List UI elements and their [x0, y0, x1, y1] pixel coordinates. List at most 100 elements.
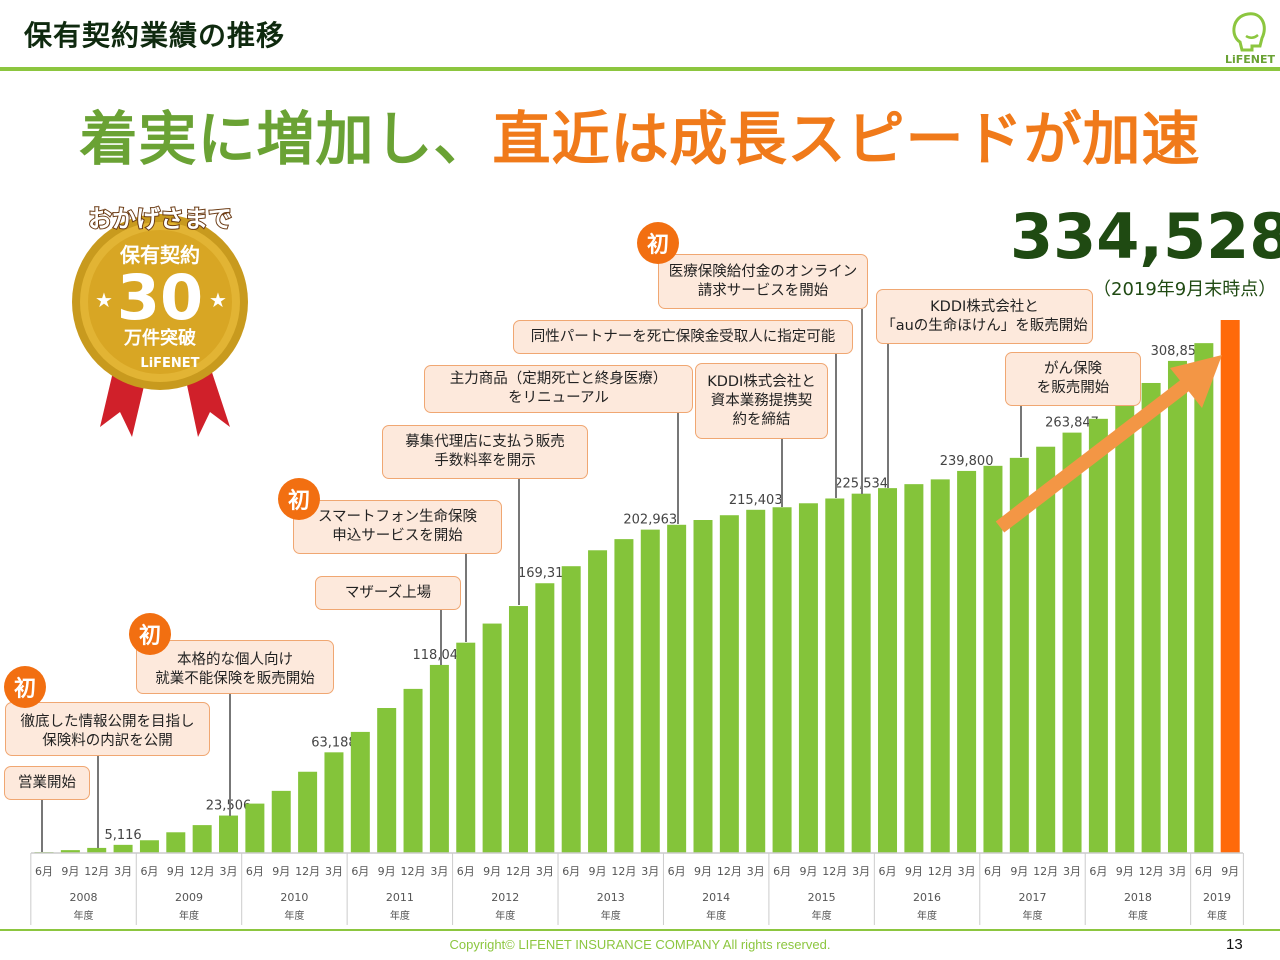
- month-tick-label: 3月: [536, 865, 554, 878]
- year-label: 2018: [1124, 891, 1152, 904]
- leader-line: [465, 554, 467, 642]
- leader-line: [229, 694, 231, 816]
- month-tick-label: 9月: [589, 865, 607, 878]
- header-divider: [0, 67, 1280, 71]
- medal-line1: 保有契約: [119, 243, 200, 267]
- data-label: 239,800: [940, 454, 994, 469]
- milestone-medal: おかげさまで 保有契約 30 ★ ★ 万件突破 LiFENET: [72, 204, 248, 437]
- month-tick-label: 6月: [984, 865, 1002, 878]
- month-tick-label: 12月: [190, 865, 215, 878]
- month-tick-label: 9月: [483, 865, 501, 878]
- data-label: 169,312: [518, 566, 572, 581]
- month-tick-label: 3月: [958, 865, 976, 878]
- year-label: 2009: [175, 891, 203, 904]
- bar: [930, 479, 950, 853]
- as-of-date: （2019年9月末時点）: [1093, 279, 1277, 300]
- month-tick-label: 12月: [506, 865, 531, 878]
- month-tick-label: 9月: [378, 865, 396, 878]
- month-tick-label: 12月: [1033, 865, 1058, 878]
- bar: [456, 642, 476, 853]
- year-label: 2010: [280, 891, 308, 904]
- bar: [482, 623, 502, 853]
- bar: [219, 815, 239, 853]
- month-tick-label: 3月: [1063, 865, 1081, 878]
- data-label: 202,963: [623, 513, 677, 528]
- bar: [851, 493, 871, 853]
- footer-divider: [0, 929, 1280, 931]
- callout-premium-breakdown: 徹底した情報公開を目指し 保険料の内訳を公開: [5, 702, 210, 756]
- bar: [350, 731, 370, 853]
- month-tick-label: 6月: [246, 865, 264, 878]
- first-badge: 初: [637, 222, 679, 264]
- year-sub-label: 年度: [284, 909, 304, 922]
- bar: [245, 803, 265, 853]
- bar: [429, 664, 449, 853]
- year-sub-label: 年度: [74, 909, 94, 922]
- first-badge: 初: [278, 478, 320, 520]
- bar: [719, 515, 739, 853]
- callout-disability-insurance: 本格的な個人向け 就業不能保険を販売開始: [136, 640, 334, 694]
- month-tick-label: 3月: [430, 865, 448, 878]
- month-tick-label: 3月: [852, 865, 870, 878]
- trend-arrow-head-icon: [1170, 355, 1222, 408]
- bar: [1036, 446, 1056, 853]
- medal-top-text: おかげさまで: [88, 205, 232, 233]
- bar: [825, 498, 845, 853]
- bar: [324, 752, 344, 853]
- callout-kddi-alliance: KDDI株式会社と 資本業務提携契 約を締結: [695, 363, 828, 439]
- year-label: 2019: [1203, 891, 1231, 904]
- bar: [166, 832, 186, 853]
- month-tick-label: 12月: [84, 865, 109, 878]
- year-label: 2015: [808, 891, 836, 904]
- year-sub-label: 年度: [179, 909, 199, 922]
- bar: [640, 529, 660, 853]
- month-tick-label: 9月: [1010, 865, 1028, 878]
- bar: [1167, 360, 1187, 853]
- month-tick-label: 9月: [799, 865, 817, 878]
- year-label: 2016: [913, 891, 941, 904]
- callout-same-sex-partner: 同性パートナーを死亡保険金受取人に指定可能: [513, 320, 853, 354]
- month-tick-label: 6月: [773, 865, 791, 878]
- leader-line: [861, 309, 863, 494]
- bar: [957, 470, 977, 853]
- month-tick-label: 12月: [401, 865, 426, 878]
- year-label: 2017: [1019, 891, 1047, 904]
- leader-line: [887, 344, 889, 488]
- bar: [192, 825, 212, 853]
- bar: [1220, 320, 1240, 853]
- month-tick-label: 12月: [611, 865, 636, 878]
- data-label: 308,854: [1151, 344, 1205, 359]
- callout-mothers-listing: マザーズ上場: [315, 576, 461, 610]
- bar: [1194, 343, 1214, 853]
- first-badge: 初: [4, 666, 46, 708]
- month-tick-label: 9月: [1116, 865, 1134, 878]
- bar: [667, 524, 687, 853]
- leader-line: [97, 756, 99, 848]
- data-label: 215,403: [729, 493, 783, 508]
- page-number: 13: [1226, 936, 1243, 953]
- bar: [904, 484, 924, 853]
- month-tick-label: 12月: [1139, 865, 1164, 878]
- month-tick-label: 12月: [717, 865, 742, 878]
- callout-commission-disclosure: 募集代理店に支払う販売 手数料率を開示: [382, 425, 588, 479]
- bar: [271, 790, 291, 853]
- month-tick-label: 9月: [905, 865, 923, 878]
- bar: [60, 850, 80, 853]
- total-value: 334,528: [1010, 200, 1280, 273]
- bar: [298, 771, 318, 853]
- month-tick-label: 3月: [641, 865, 659, 878]
- month-tick-label: 12月: [822, 865, 847, 878]
- month-tick-label: 9月: [1221, 865, 1239, 878]
- year-sub-label: 年度: [1128, 909, 1148, 922]
- callout-cancer-insurance: がん保険 を販売開始: [1005, 352, 1141, 406]
- data-label: 63,188: [311, 735, 357, 750]
- bar: [983, 465, 1003, 853]
- bar: [113, 844, 133, 853]
- bar: [508, 606, 528, 853]
- month-tick-label: 3月: [220, 865, 238, 878]
- month-tick-label: 6月: [668, 865, 686, 878]
- year-sub-label: 年度: [601, 909, 621, 922]
- month-tick-label: 3月: [325, 865, 343, 878]
- month-tick-label: 6月: [140, 865, 158, 878]
- bar: [535, 583, 555, 853]
